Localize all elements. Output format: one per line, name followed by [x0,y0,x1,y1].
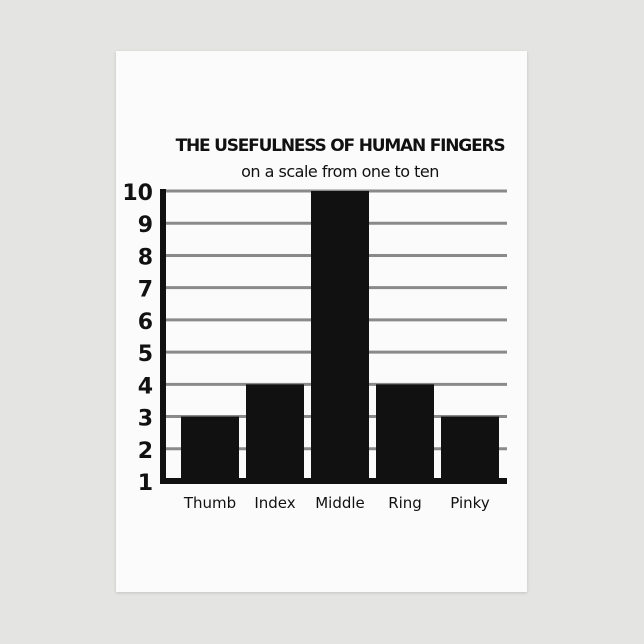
x-tick-label: Ring [388,494,422,512]
chart-title: THE USEFULNESS OF HUMAN FINGERS [175,136,506,156]
x-tick-label: Middle [315,494,365,512]
y-tick-label: 2 [138,439,153,464]
y-tick-label: 4 [138,374,153,399]
bar-ring [376,384,434,481]
x-axis [160,478,507,484]
x-tick-label: Thumb [183,494,236,512]
y-tick-label: 7 [138,278,153,303]
chart-subtitle: on a scale from one to ten [241,162,439,181]
y-tick-label: 8 [138,245,153,270]
bar-middle [311,191,369,481]
x-tick-label: Index [254,494,295,512]
y-tick-label: 10 [122,181,153,206]
bar-pinky [441,416,499,481]
y-tick-label: 5 [138,342,153,367]
y-tick-label: 6 [138,310,153,335]
y-tick-label: 3 [138,407,153,432]
bar-index [246,384,304,481]
y-tick-label: 9 [138,213,153,238]
bar-thumb [181,416,239,481]
y-tick-label: 1 [138,471,153,496]
x-tick-label: Pinky [450,494,490,512]
y-axis [160,189,166,484]
